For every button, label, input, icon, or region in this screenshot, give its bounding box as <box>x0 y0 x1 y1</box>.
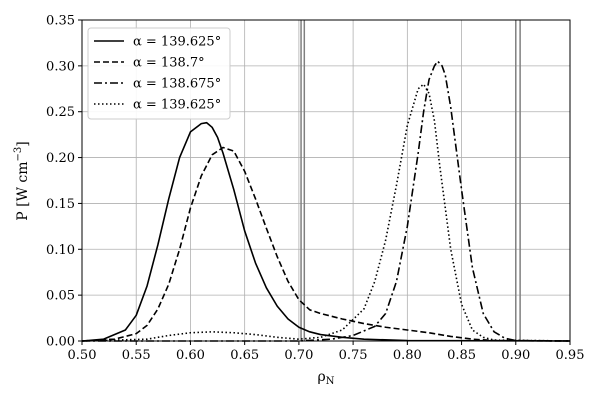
x-axis-ticks: 0.50 0.55 0.60 0.65 0.70 0.75 0.80 0.85 0.90 0.95 <box>68 341 585 363</box>
y-tick-label: 0.25 <box>46 105 75 120</box>
x-tick-label: 0.75 <box>339 348 368 363</box>
legend-label-2: α = 138.7° <box>133 56 205 71</box>
y-tick-label: 0.00 <box>46 335 75 350</box>
legend-label-1: α = 139.625° <box>133 35 221 50</box>
vertical-reference-lines <box>300 20 521 341</box>
y-tick-label: 0.30 <box>46 59 75 74</box>
x-tick-label: 0.70 <box>284 348 313 363</box>
x-tick-label: 0.50 <box>68 348 97 363</box>
x-tick-label: 0.65 <box>230 348 259 363</box>
x-tick-label: 0.85 <box>447 348 476 363</box>
y-tick-label: 0.15 <box>46 197 75 212</box>
series-line-4 <box>81 83 571 342</box>
y-tick-label: 0.35 <box>46 14 75 29</box>
legend: α = 139.625° α = 138.7° α = 138.675° α = 13… <box>87 27 231 120</box>
series-lines <box>81 60 571 342</box>
plot-frame <box>81 19 571 342</box>
legend-label-3: α = 138.675° <box>133 77 221 92</box>
series-line-1 <box>81 121 571 342</box>
y-tick-label: 0.10 <box>46 243 75 258</box>
x-tick-label: 0.90 <box>501 348 530 363</box>
series-line-2 <box>81 146 571 342</box>
y-axis-label: P [W cm−3] <box>13 141 31 221</box>
legend-box <box>87 27 231 120</box>
x-tick-label: 0.55 <box>122 348 151 363</box>
y-tick-label: 0.20 <box>46 151 75 166</box>
x-tick-label: 0.80 <box>393 348 422 363</box>
legend-label-4: α = 139.625° <box>133 98 221 113</box>
y-tick-label: 0.05 <box>46 289 75 304</box>
x-tick-label: 0.95 <box>556 348 585 363</box>
x-axis-label: ρN <box>318 369 335 387</box>
series-line-3 <box>82 60 571 342</box>
x-tick-label: 0.60 <box>176 348 205 363</box>
y-axis-ticks: 0.00 0.05 0.10 0.15 0.20 0.25 0.30 0.35 <box>46 14 82 350</box>
